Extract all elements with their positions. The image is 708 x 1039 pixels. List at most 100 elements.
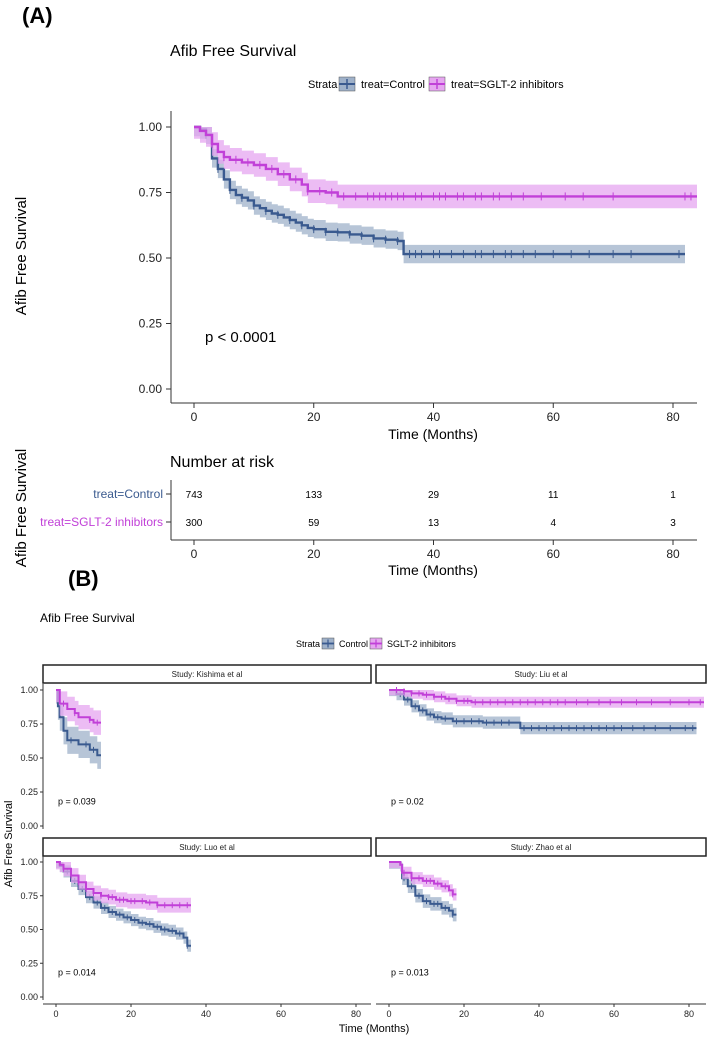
risk-table-axis: 0 20 40 60 80 [166, 480, 697, 561]
risk-row-control-label: treat=Control [93, 487, 163, 501]
chart-a-legend-sglt2-label: treat=SGLT-2 inhibitors [451, 79, 564, 91]
facet-x-tick-label: 40 [534, 1009, 544, 1019]
facet-strip-box [42, 837, 372, 857]
legend-key-control [338, 76, 356, 92]
risk-table-title: Number at risk [170, 454, 275, 471]
risk-x-tick-label: 20 [307, 547, 321, 561]
risk-table-cell: 11 [548, 490, 559, 501]
risk-table-cell: 59 [308, 518, 320, 529]
facet-x-tick-label: 80 [351, 1009, 361, 1019]
facet-x-tick-label: 60 [276, 1009, 286, 1019]
panel-a-label: (A) [22, 3, 53, 28]
risk-x-tick-label: 40 [427, 547, 441, 561]
risk-row-sglt2-label: treat=SGLT-2 inhibitors [40, 515, 163, 529]
chart-b-title: Afib Free Survival [40, 611, 135, 625]
y-tick-label: 0.00 [139, 382, 163, 396]
facet-strip: Study: Luo et al [42, 837, 372, 857]
chart-b-xlabel: Time (Months) [339, 1023, 410, 1035]
risk-table-xlabel: Time (Months) [388, 562, 478, 578]
facet-y-tick-label: 0.25 [20, 787, 38, 797]
chart-b-legend-title: Strata [296, 639, 320, 649]
risk-table-cell: 13 [428, 518, 440, 529]
facet-strip-box [375, 664, 707, 684]
panel-b-faceted-plot: Afib Free Survival Strata Control SGLT-2… [3, 611, 707, 1035]
facet-sglt2-ci-band [56, 862, 191, 913]
facet-sglt2-line [56, 689, 101, 724]
facet-strip: Study: Zhao et al [375, 837, 707, 857]
y-tick-label: 0.50 [139, 251, 163, 265]
x-tick-label: 20 [307, 410, 321, 424]
x-tick-label: 80 [666, 410, 680, 424]
risk-x-tick-label: 0 [191, 547, 198, 561]
facet-strip-label: Study: Luo et al [179, 843, 235, 852]
facet-panel: Study: Liu et al p = 0.02 [375, 664, 707, 807]
x-tick-label: 0 [191, 410, 198, 424]
facet-y-tick-label: 0.75 [20, 719, 38, 729]
chart-a-title: Afib Free Survival [170, 43, 296, 60]
chart-b-legend-sglt2-label: SGLT-2 inhibitors [387, 639, 456, 649]
x-tick-label: 40 [427, 410, 441, 424]
y-tick-label: 0.75 [139, 186, 163, 200]
facet-y-tick-label: 0.50 [20, 925, 38, 935]
chart-b-facets: Study: Kishima et al 0.00 0.25 0.50 0.75 1.00… [20, 664, 707, 1019]
chart-b-ylabel: Afib Free Survival [3, 801, 15, 888]
panel-b-label: (B) [68, 566, 99, 591]
x-tick-label: 60 [547, 410, 561, 424]
facet-strip-label: Study: Liu et al [515, 670, 568, 679]
facet-y-tick-label: 1.00 [20, 685, 38, 695]
y-tick-label: 0.25 [139, 317, 163, 331]
facet-x-tick-label: 80 [684, 1009, 694, 1019]
risk-table-cell: 300 [186, 518, 203, 529]
panel-a-risk-table: Number at risk Afib Free Survival treat=… [13, 449, 697, 578]
facet-panel: Study: Kishima et al 0.00 0.25 0.50 0.75 1.00… [20, 664, 372, 831]
facet-y-tick-label: 0.25 [20, 958, 38, 968]
facet-strip-label: Study: Zhao et al [511, 843, 572, 852]
facet-sglt2-ci-band [389, 690, 704, 708]
facet-sglt2-line [389, 861, 457, 896]
facet-y-tick-label: 0.75 [20, 891, 38, 901]
facet-y-tick-label: 0.00 [20, 992, 38, 1002]
risk-table-ylabel: Afib Free Survival [13, 449, 30, 567]
facet-strip-box [42, 664, 372, 684]
legend-b-key-sglt2 [369, 637, 383, 650]
y-tick-label: 1.00 [139, 120, 163, 134]
facet-x-tick-label: 0 [386, 1009, 391, 1019]
risk-x-tick-label: 80 [666, 547, 680, 561]
facet-panel: Study: Zhao et al 0 20 40 60 80 p = 0.013 [375, 837, 707, 1019]
chart-a-series [194, 125, 697, 264]
facet-strip: Study: Liu et al [375, 664, 707, 684]
facet-x-tick-label: 20 [459, 1009, 469, 1019]
facet-y-tick-label: 0.00 [20, 821, 38, 831]
facet-strip-box [375, 837, 707, 857]
facet-x-tick-label: 0 [53, 1009, 58, 1019]
facet-sglt2-line [56, 861, 191, 907]
chart-a-p-value: p < 0.0001 [205, 329, 276, 346]
facet-strip-label: Study: Kishima et al [172, 670, 243, 679]
risk-table-cell: 3 [670, 518, 676, 529]
chart-a-legend-title: Strata [308, 79, 338, 91]
facet-x-tick-label: 40 [201, 1009, 211, 1019]
risk-x-tick-label: 60 [547, 547, 561, 561]
risk-table-cell: 743 [186, 490, 203, 501]
facet-control-ci-band [389, 690, 697, 735]
risk-table-cell: 133 [305, 490, 322, 501]
legend-b-key-control [321, 637, 335, 650]
chart-a-ylabel: Afib Free Survival [13, 197, 30, 315]
legend-key-sglt2 [428, 76, 446, 92]
chart-b-legend-control-label: Control [339, 639, 368, 649]
chart-b-legend: Strata Control SGLT-2 inhibitors [296, 637, 456, 650]
chart-a-xlabel: Time (Months) [388, 426, 478, 442]
risk-table-cell: 1 [670, 490, 676, 501]
panel-a-survival-plot: Afib Free Survival Strata treat=Control … [13, 43, 697, 442]
risk-table-cell: 4 [550, 518, 556, 529]
facet-y-tick-label: 0.50 [20, 753, 38, 763]
facet-panel: Study: Luo et al 0.00 0.25 0.50 0.75 1.00 0 20 4… [20, 837, 372, 1019]
facet-p-value: p = 0.013 [391, 968, 429, 978]
chart-a-legend: Strata treat=Control treat=SGLT-2 inhibi… [308, 76, 564, 92]
facet-p-value: p = 0.02 [391, 797, 424, 807]
facet-y-tick-label: 1.00 [20, 857, 38, 867]
facet-strip: Study: Kishima et al [42, 664, 372, 684]
